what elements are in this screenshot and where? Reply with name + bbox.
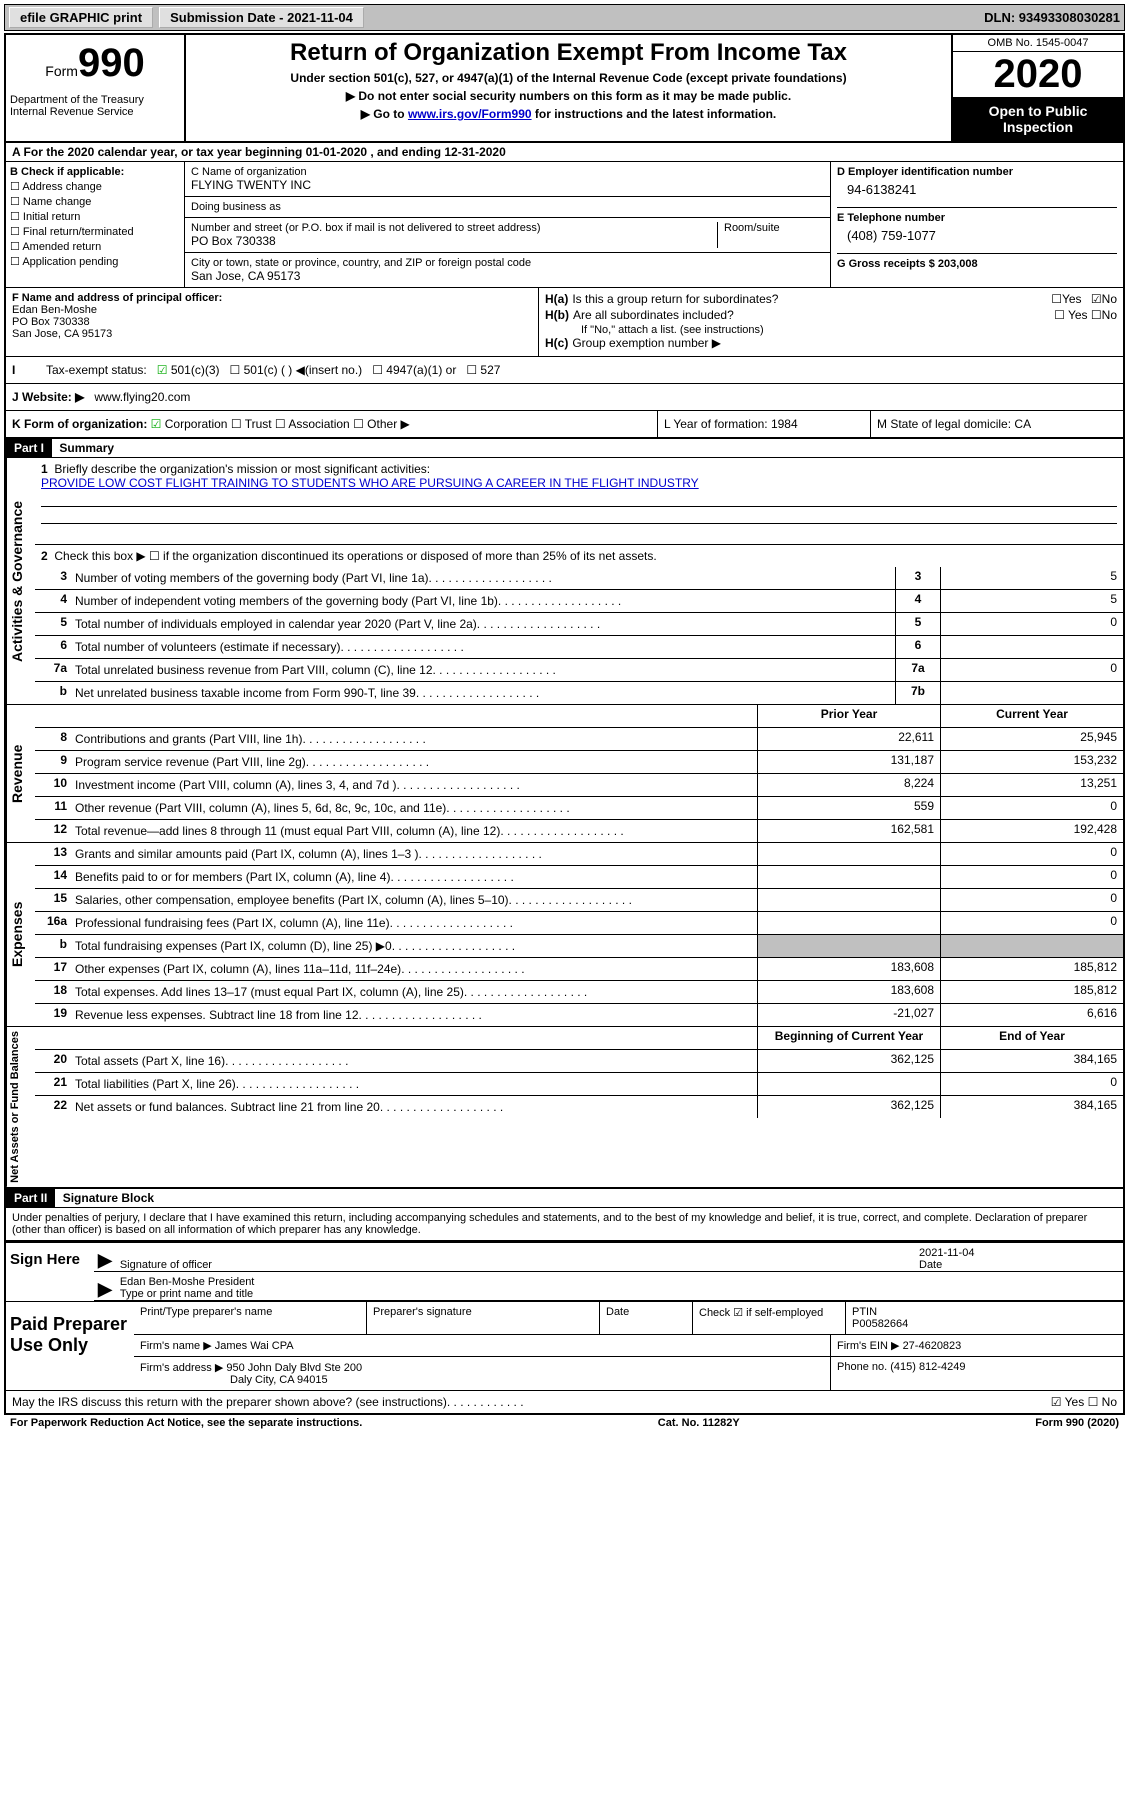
line-1: 1 Briefly describe the organization's mi… [35, 458, 1123, 545]
line-5: 5Total number of individuals employed in… [35, 613, 1123, 636]
row-m: M State of legal domicile: CA [871, 411, 1123, 437]
efile-btn[interactable]: efile GRAPHIC print [9, 7, 153, 28]
tax-year: 2020 [953, 52, 1123, 97]
col-headers-rev: Prior Year Current Year [35, 705, 1123, 728]
title-block: Return of Organization Exempt From Incom… [186, 35, 951, 141]
line-21: 21Total liabilities (Part X, line 26)0 [35, 1073, 1123, 1096]
activities-section: Activities & Governance 1 Briefly descri… [6, 458, 1123, 705]
line-7a: 7aTotal unrelated business revenue from … [35, 659, 1123, 682]
vert-netassets: Net Assets or Fund Balances [6, 1027, 35, 1187]
chk-app-pending[interactable]: Application pending [10, 255, 180, 268]
line-10: 10Investment income (Part VIII, column (… [35, 774, 1123, 797]
line-b: bNet unrelated business taxable income f… [35, 682, 1123, 704]
line-11: 11Other revenue (Part VIII, column (A), … [35, 797, 1123, 820]
chk-address-change[interactable]: Address change [10, 180, 180, 193]
line-8: 8Contributions and grants (Part VIII, li… [35, 728, 1123, 751]
row-l: L Year of formation: 1984 [658, 411, 871, 437]
chk-name-change[interactable]: Name change [10, 195, 180, 208]
line-2: 2 Check this box ▶ ☐ if the organization… [35, 545, 1123, 567]
row-k: K Form of organization: Corporation Trus… [6, 411, 658, 437]
dba-cell: Doing business as [185, 197, 830, 218]
line-20: 20Total assets (Part X, line 16)362,1253… [35, 1050, 1123, 1073]
line-6: 6Total number of volunteers (estimate if… [35, 636, 1123, 659]
omb-label: OMB No. 1545-0047 [953, 35, 1123, 52]
col-headers-net: Beginning of Current Year End of Year [35, 1027, 1123, 1050]
ein-hdr: D Employer identification number [837, 166, 1117, 178]
form-container: Form990 Department of the Treasury Inter… [4, 33, 1125, 1415]
col-d: D Employer identification number 94-6138… [831, 162, 1123, 287]
line-12: 12Total revenue—add lines 8 through 11 (… [35, 820, 1123, 842]
vert-expenses: Expenses [6, 843, 35, 1026]
tel-hdr: E Telephone number [837, 212, 1117, 224]
instr-link[interactable]: www.irs.gov/Form990 [408, 107, 532, 121]
netassets-section: Net Assets or Fund Balances Beginning of… [6, 1027, 1123, 1189]
line-14: 14Benefits paid to or for members (Part … [35, 866, 1123, 889]
part1-header: Part I Summary [6, 439, 1123, 458]
block-f: F Name and address of principal officer:… [6, 288, 539, 356]
org-name-cell: C Name of organization FLYING TWENTY INC [185, 162, 830, 197]
form-word: Form [45, 63, 78, 79]
form-header: Form990 Department of the Treasury Inter… [6, 35, 1123, 143]
block-h: H(a)Is this a group return for subordina… [539, 288, 1123, 356]
line-16a: 16aProfessional fundraising fees (Part I… [35, 912, 1123, 935]
line-9: 9Program service revenue (Part VIII, lin… [35, 751, 1123, 774]
form-id-block: Form990 Department of the Treasury Inter… [6, 35, 186, 141]
perjury-text: Under penalties of perjury, I declare th… [6, 1208, 1123, 1241]
sub-date-btn[interactable]: Submission Date - 2021-11-04 [159, 7, 364, 28]
inspect-label: Open to Public Inspection [953, 97, 1123, 141]
line-15: 15Salaries, other compensation, employee… [35, 889, 1123, 912]
addr-cell: Number and street (or P.O. box if mail i… [185, 218, 830, 253]
line-19: 19Revenue less expenses. Subtract line 1… [35, 1004, 1123, 1026]
tel-val: (408) 759-1077 [837, 224, 1117, 243]
website-row: J Website: ▶ www.flying20.com [6, 384, 1123, 411]
line-b: bTotal fundraising expenses (Part IX, co… [35, 935, 1123, 958]
chk-amended[interactable]: Amended return [10, 240, 180, 253]
instr-2: Go to www.irs.gov/Form990 for instructio… [194, 107, 943, 121]
sig-line-2: ▶ Edan Ben-Moshe PresidentType or print … [94, 1272, 1123, 1301]
instr-1: Do not enter social security numbers on … [194, 89, 943, 103]
line-18: 18Total expenses. Add lines 13–17 (must … [35, 981, 1123, 1004]
row-a: A For the 2020 calendar year, or tax yea… [6, 143, 1123, 162]
klm-row: K Form of organization: Corporation Trus… [6, 411, 1123, 439]
chk-final-return[interactable]: Final return/terminated [10, 225, 180, 238]
dln-label: DLN: 93493308030281 [984, 10, 1120, 25]
ein-val: 94-6138241 [837, 178, 1117, 197]
form-subtitle: Under section 501(c), 527, or 4947(a)(1)… [194, 71, 943, 85]
form-title: Return of Organization Exempt From Incom… [194, 39, 943, 67]
chk-501c3[interactable]: 501(c)(3) [157, 363, 220, 377]
fgh-row: F Name and address of principal officer:… [6, 288, 1123, 357]
city-cell: City or town, state or province, country… [185, 253, 830, 287]
discuss-row: May the IRS discuss this return with the… [6, 1390, 1123, 1413]
dept-label: Department of the Treasury Internal Reve… [10, 86, 180, 118]
footer: For Paperwork Reduction Act Notice, see … [4, 1415, 1125, 1431]
form-number: 990 [78, 41, 145, 85]
col-b-header: B Check if applicable: [10, 166, 180, 178]
vert-revenue: Revenue [6, 705, 35, 842]
col-c: C Name of organization FLYING TWENTY INC… [185, 162, 831, 287]
col-b: B Check if applicable: Address change Na… [6, 162, 185, 287]
top-bar: efile GRAPHIC print Submission Date - 20… [4, 4, 1125, 31]
chk-initial-return[interactable]: Initial return [10, 210, 180, 223]
paid-preparer-block: Paid Preparer Use Only Print/Type prepar… [6, 1301, 1123, 1390]
vert-activities: Activities & Governance [6, 458, 35, 704]
line-4: 4Number of independent voting members of… [35, 590, 1123, 613]
revenue-section: Revenue Prior Year Current Year 8Contrib… [6, 705, 1123, 843]
sig-line-1: ▶ Signature of officer 2021-11-04Date [94, 1243, 1123, 1272]
status-row: I Tax-exempt status: 501(c)(3) 501(c) ( … [6, 357, 1123, 384]
year-block: OMB No. 1545-0047 2020 Open to Public In… [951, 35, 1123, 141]
line-17: 17Other expenses (Part IX, column (A), l… [35, 958, 1123, 981]
sign-here-block: Sign Here ▶ Signature of officer 2021-11… [6, 1241, 1123, 1301]
gross-hdr: G Gross receipts $ 203,008 [837, 258, 1117, 270]
line-22: 22Net assets or fund balances. Subtract … [35, 1096, 1123, 1118]
line-13: 13Grants and similar amounts paid (Part … [35, 843, 1123, 866]
info-grid: B Check if applicable: Address change Na… [6, 162, 1123, 288]
part2-header: Part II Signature Block [6, 1189, 1123, 1208]
line-3: 3Number of voting members of the governi… [35, 567, 1123, 590]
expenses-section: Expenses 13Grants and similar amounts pa… [6, 843, 1123, 1027]
